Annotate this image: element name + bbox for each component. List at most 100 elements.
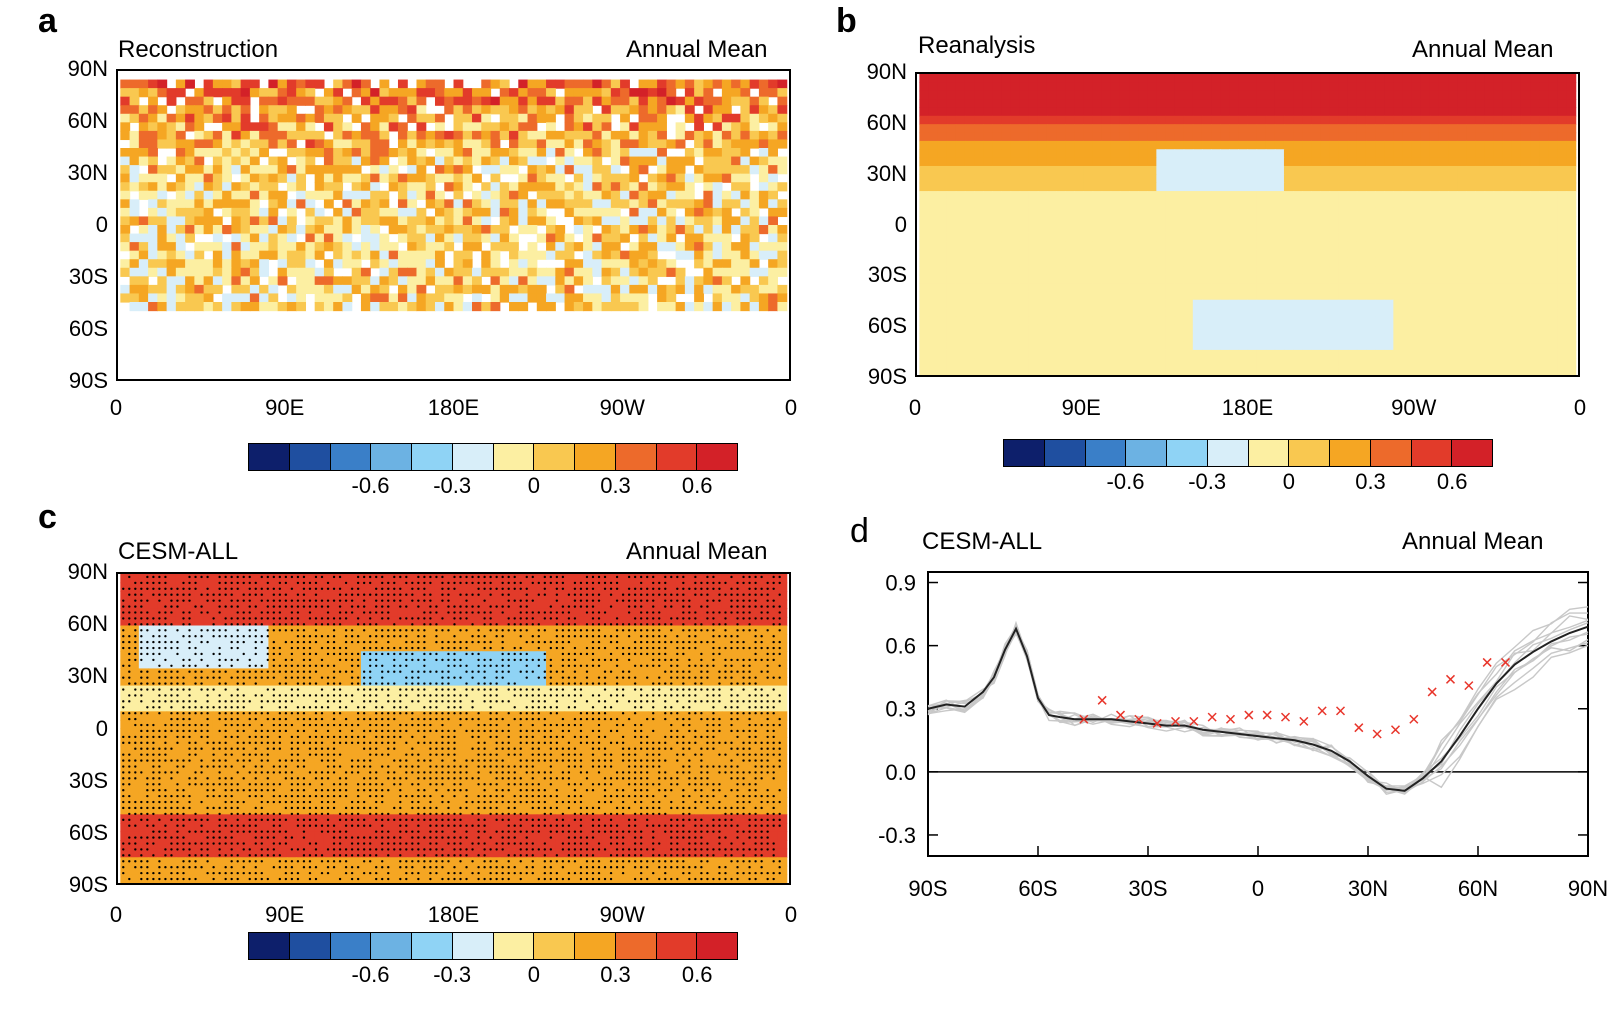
grid-cell [1293, 224, 1303, 234]
grid-cell [1183, 207, 1194, 217]
grid-cell [758, 574, 769, 584]
grid-cell [314, 113, 325, 123]
grid-cell [564, 88, 575, 98]
grid-cell [1365, 82, 1376, 92]
grid-cell [1475, 224, 1486, 234]
grid-cell [758, 276, 769, 286]
grid-cell [1457, 249, 1467, 259]
grid-cell [1238, 165, 1249, 175]
grid-cell [1028, 257, 1039, 267]
grid-cell [296, 651, 307, 661]
grid-cell [1539, 174, 1549, 184]
grid-cell [1174, 191, 1185, 201]
grid-cell [1420, 358, 1431, 368]
grid-cell [296, 79, 307, 89]
grid-cell [351, 284, 362, 295]
grid-cell [731, 267, 741, 277]
grid-cell [638, 574, 649, 584]
grid-cell [407, 113, 418, 123]
grid-cell [1384, 257, 1394, 267]
grid-cell [1320, 232, 1331, 242]
grid-cell [592, 608, 603, 618]
grid-cell [1365, 90, 1376, 100]
grid-cell [657, 182, 667, 192]
grid-cell [1129, 165, 1139, 175]
grid-cell [1320, 341, 1331, 351]
grid-cell [1484, 115, 1495, 125]
panel-letter-c: c [38, 498, 57, 536]
grid-cell [370, 616, 381, 627]
grid-cell [1138, 224, 1148, 234]
grid-cell [1138, 291, 1148, 301]
grid-cell [453, 302, 464, 312]
grid-cell [518, 591, 529, 601]
grid-cell [1065, 216, 1075, 226]
grid-cell [620, 139, 630, 149]
grid-cell [1566, 199, 1577, 209]
grid-cell [657, 284, 667, 295]
grid-cell [573, 182, 584, 192]
grid-cell [407, 190, 418, 200]
grid-cell [138, 599, 149, 609]
grid-cell [555, 233, 566, 243]
grid-cell [974, 74, 984, 83]
grid-cell [749, 284, 760, 295]
grid-cell [240, 616, 251, 627]
grid-cell [425, 216, 436, 226]
grid-cell [1192, 333, 1203, 343]
grid-cell [1402, 191, 1413, 201]
grid-cell [472, 96, 482, 106]
grid-cell [564, 642, 575, 652]
grid-cell [166, 284, 177, 295]
grid-cell [937, 165, 948, 175]
grid-cell [928, 157, 939, 167]
grid-cell [490, 651, 501, 661]
grid-cell [758, 284, 769, 295]
grid-cell [481, 122, 492, 132]
grid-cell [509, 293, 519, 303]
grid-cell [583, 634, 593, 644]
grid-cell [1065, 199, 1075, 209]
grid-cell [1356, 149, 1367, 159]
grid-cell [185, 199, 195, 209]
grid-cell [1238, 191, 1249, 201]
grid-cell [1393, 274, 1404, 284]
grid-cell [1557, 216, 1568, 226]
grid-cell [1119, 191, 1130, 201]
grid-cell [1420, 149, 1431, 159]
grid-cell [1557, 249, 1568, 259]
grid-cell [148, 130, 158, 141]
grid-cell [499, 233, 510, 243]
grid-cell [573, 113, 584, 123]
grid-cell [694, 574, 704, 584]
grid-cell [286, 651, 297, 661]
grid-cell [583, 259, 593, 269]
grid-cell [1192, 349, 1203, 359]
grid-cell [351, 190, 362, 200]
grid-cell [1475, 99, 1486, 109]
grid-cell [314, 302, 325, 312]
grid-cell [1283, 199, 1294, 209]
grid-cell [610, 574, 621, 584]
grid-cell [555, 616, 566, 627]
grid-cell [592, 293, 603, 303]
grid-cell [222, 591, 232, 601]
grid-cell [964, 283, 975, 292]
grid-cell [1138, 216, 1148, 226]
grid-cell [703, 199, 714, 209]
grid-cell [157, 233, 168, 243]
grid-cell [1001, 308, 1012, 318]
grid-cell [259, 651, 269, 661]
grid-cell [1101, 182, 1112, 192]
grid-cell [472, 216, 482, 226]
grid-cell [1028, 324, 1039, 334]
grid-cell [1274, 308, 1285, 318]
grid-cell [1511, 149, 1522, 159]
grid-cell [1138, 191, 1148, 201]
grid-cell [657, 608, 667, 618]
grid-cell [388, 616, 399, 627]
grid-cell [518, 599, 529, 609]
grid-cell [1493, 124, 1504, 134]
grid-cell [1475, 140, 1486, 150]
grid-cell [1265, 341, 1276, 351]
